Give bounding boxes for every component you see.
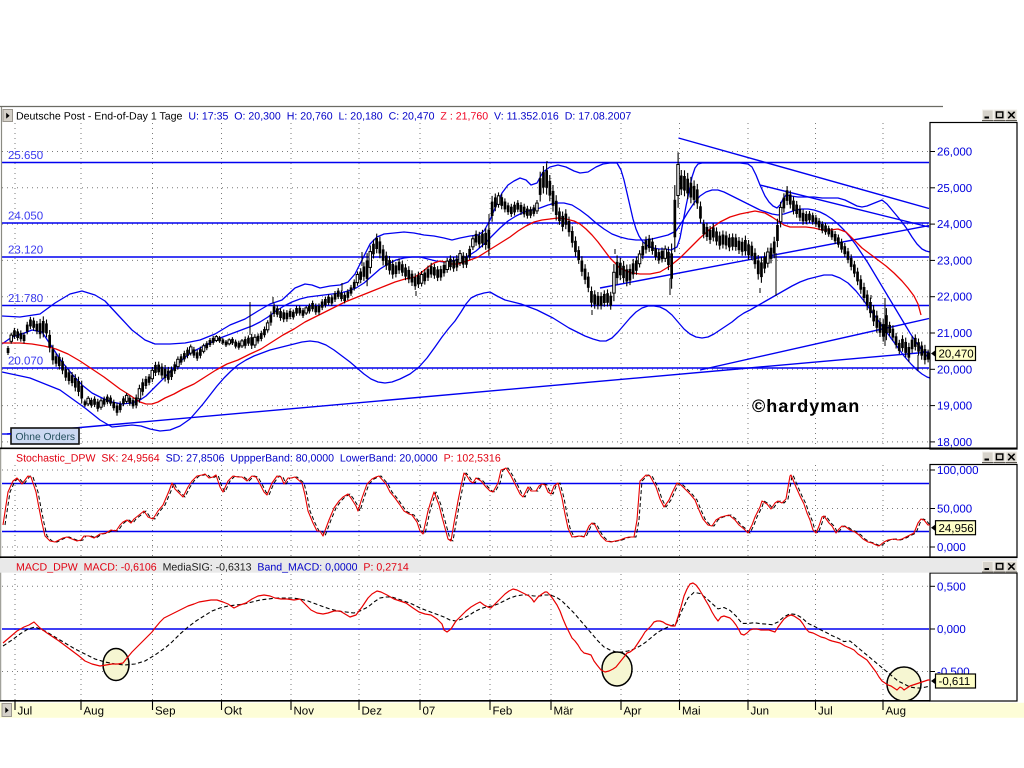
svg-text:MACD_DPW MACD: -0,6106 Media: MACD_DPW MACD: -0,6106 MediaSIG: -0,6313… (16, 562, 409, 574)
svg-text:Deutsche Post - End-of-Day 1 T: Deutsche Post - End-of-Day 1 Tage U: 17:… (16, 111, 631, 123)
svg-text:0,500: 0,500 (937, 581, 966, 593)
svg-text:20.070: 20.070 (8, 356, 43, 368)
svg-text:©hardyman: ©hardyman (752, 396, 860, 416)
svg-text:50,000: 50,000 (937, 504, 972, 516)
svg-text:Aug: Aug (886, 706, 906, 718)
svg-text:Mär: Mär (554, 706, 574, 718)
svg-text:Jul: Jul (818, 706, 833, 718)
svg-text:Aug: Aug (84, 706, 104, 718)
svg-text:24.050: 24.050 (8, 211, 43, 223)
svg-text:19,000: 19,000 (937, 401, 972, 413)
svg-text:23,000: 23,000 (937, 255, 972, 267)
svg-text:Dez: Dez (362, 706, 383, 718)
svg-text:0,000: 0,000 (937, 624, 966, 636)
svg-text:Sep: Sep (155, 706, 175, 718)
svg-text:Jun: Jun (751, 706, 770, 718)
svg-text:Apr: Apr (624, 706, 642, 718)
svg-text:24,956: 24,956 (939, 523, 974, 535)
svg-text:Jul: Jul (18, 706, 33, 718)
svg-text:Ohne Orders: Ohne Orders (16, 432, 76, 443)
svg-text:07: 07 (423, 706, 436, 718)
svg-text:Mai: Mai (682, 706, 701, 718)
svg-text:0,000: 0,000 (937, 542, 966, 554)
svg-text:24,000: 24,000 (937, 219, 972, 231)
svg-text:25,000: 25,000 (937, 183, 972, 195)
svg-text:Okt: Okt (224, 706, 243, 718)
svg-text:22,000: 22,000 (937, 292, 972, 304)
svg-text:20,000: 20,000 (937, 364, 972, 376)
svg-text:100,000: 100,000 (937, 465, 979, 477)
svg-text:Stochastic_DPW SK: 24,9564 S: Stochastic_DPW SK: 24,9564 SD: 27,8506 U… (16, 453, 501, 465)
svg-text:21.780: 21.780 (8, 293, 43, 305)
svg-text:Feb: Feb (493, 706, 513, 718)
svg-text:23.120: 23.120 (8, 245, 43, 257)
svg-text:18,000: 18,000 (937, 437, 972, 449)
svg-text:-0,611: -0,611 (939, 676, 971, 688)
svg-text:25.650: 25.650 (8, 150, 43, 162)
svg-text:26,000: 26,000 (937, 147, 972, 159)
svg-text:Nov: Nov (294, 706, 315, 718)
svg-text:20,470: 20,470 (939, 349, 974, 361)
svg-text:21,000: 21,000 (937, 328, 972, 340)
